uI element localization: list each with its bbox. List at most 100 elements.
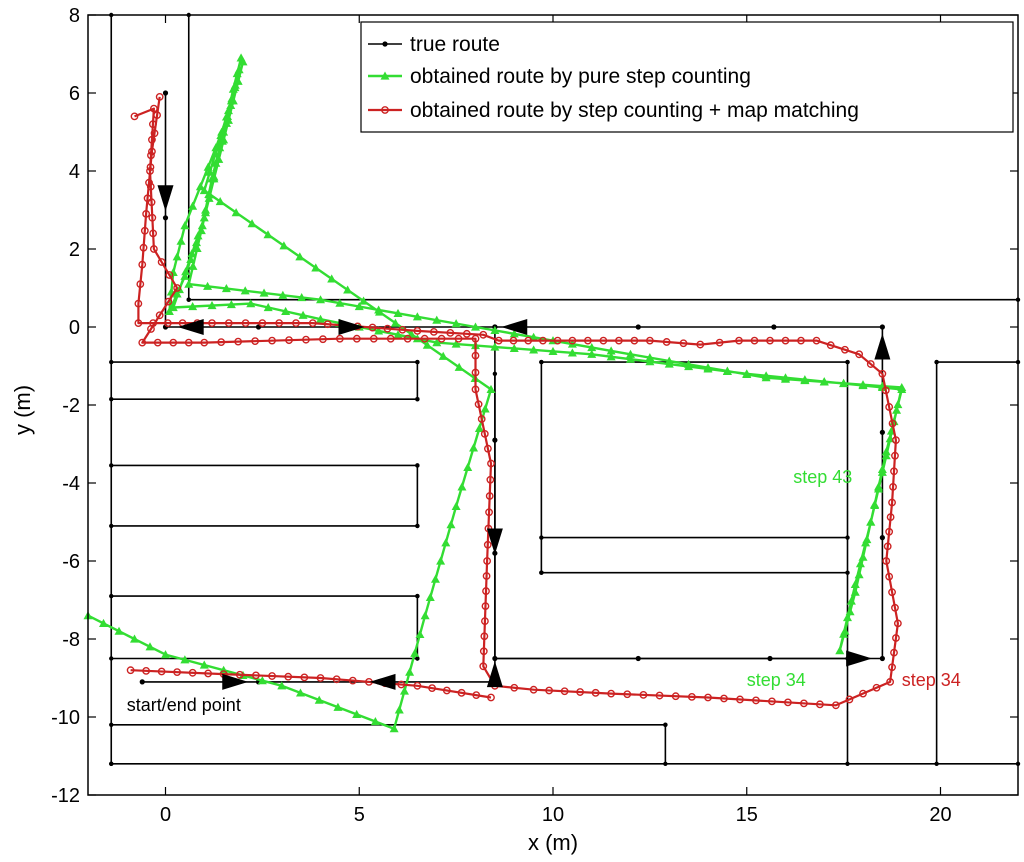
direction-arrow <box>874 333 891 360</box>
map-matching-point <box>768 697 776 706</box>
map-matching-point <box>335 334 344 343</box>
map-matching-point <box>150 129 159 138</box>
pure-step-point <box>205 167 215 176</box>
map-matching-point <box>403 334 412 343</box>
map-matching-point <box>208 319 216 327</box>
map-matching-point <box>487 459 495 468</box>
map-matching-point <box>872 683 881 692</box>
series-map-matching <box>130 93 902 710</box>
pure-step-point <box>234 65 244 74</box>
map-matching-point <box>142 209 151 218</box>
pure-step-point <box>854 570 864 579</box>
map-matching-point <box>200 338 209 347</box>
x-tick-label: 5 <box>354 804 365 826</box>
pure-step-point <box>188 261 198 270</box>
pure-step-point <box>370 717 380 726</box>
map-matching-point <box>545 686 554 695</box>
pure-step-point <box>354 302 364 311</box>
pure-step-point <box>343 285 353 294</box>
map-matching-point <box>147 198 156 207</box>
pure-step-point <box>374 307 384 316</box>
pure-step-point <box>893 400 903 409</box>
map-matching-point <box>576 688 585 696</box>
pure-step-point <box>176 236 186 245</box>
pure-step-point <box>195 182 205 191</box>
map-matching-point <box>583 336 592 345</box>
map-matching-point <box>885 403 894 411</box>
map-matching-point <box>130 112 139 121</box>
map-matching-point <box>568 336 577 345</box>
pure-step-point <box>114 626 124 635</box>
map-matching-point <box>352 334 361 343</box>
wall-vertex <box>415 593 420 599</box>
pure-step-point <box>761 371 771 380</box>
pure-step-point <box>389 724 399 733</box>
true-route-point <box>382 41 388 47</box>
map-matching-point <box>630 336 639 345</box>
pure-step-point <box>781 373 790 382</box>
pure-step-point <box>188 302 198 311</box>
map-matching-point <box>766 336 774 345</box>
pure-step-point <box>393 330 403 339</box>
pure-step-point <box>587 349 597 358</box>
pure-step-point <box>800 375 810 384</box>
pure-step-point <box>192 243 202 252</box>
annotation-label: start/end point <box>127 695 241 715</box>
pure-step-point <box>295 688 305 697</box>
map-matching-point <box>752 696 760 705</box>
pure-step-point <box>684 361 694 371</box>
map-matching-point <box>134 319 143 327</box>
pure-step-point <box>215 197 225 206</box>
pure-step-point <box>870 499 880 509</box>
legend: true route obtained route by pure step c… <box>360 21 1014 133</box>
pure-step-point <box>199 186 209 195</box>
wall-vertex <box>539 570 544 575</box>
map-matching-point <box>471 368 480 377</box>
map-matching-point <box>826 341 835 350</box>
true-route-point <box>635 655 641 662</box>
pure-step-point <box>819 377 829 386</box>
pure-step-point <box>626 349 635 358</box>
map-matching-point <box>413 681 422 690</box>
pure-step-point <box>193 231 203 240</box>
map-matching-point <box>471 351 480 360</box>
map-matching-point <box>639 691 648 699</box>
map-matching-point <box>735 336 743 345</box>
series-map-matching-tail <box>126 666 495 702</box>
map-matching-point <box>429 327 438 336</box>
map-matching-point <box>883 542 892 551</box>
map-matching-point <box>553 336 562 345</box>
map-matching-point <box>614 336 623 345</box>
map-matching-point <box>258 319 267 327</box>
map-matching-point <box>140 226 149 235</box>
map-matching-point <box>332 675 341 684</box>
wall-vertex <box>109 761 114 766</box>
pure-step-point <box>295 252 305 261</box>
map-matching-point <box>891 603 899 612</box>
map-matching-point <box>146 163 155 172</box>
map-matching-point <box>285 336 293 345</box>
wall-vertex <box>539 535 544 540</box>
map-matching-point <box>800 699 808 708</box>
map-matching-point <box>885 572 894 581</box>
map-matching-point <box>146 167 154 175</box>
pure-step-point <box>380 71 390 80</box>
map-matching-point <box>147 325 155 333</box>
wall-vertex <box>109 463 114 468</box>
map-matching-point <box>479 647 488 656</box>
y-tick-label: -10 <box>51 707 80 729</box>
pure-step-point <box>394 705 404 714</box>
map-matching-point <box>881 386 890 395</box>
pure-step-point <box>99 618 108 627</box>
y-tick-label: -2 <box>62 395 80 417</box>
x-tick-label: 0 <box>160 804 171 826</box>
map-matching-point <box>679 339 688 348</box>
y-tick-label: 4 <box>69 161 80 183</box>
direction-arrow <box>157 185 174 212</box>
pure-step-point <box>509 343 519 353</box>
map-matching-point <box>882 557 891 565</box>
annotation-label: step 34 <box>902 670 961 690</box>
pure-step-point <box>846 596 856 605</box>
map-matching-point <box>485 492 494 500</box>
